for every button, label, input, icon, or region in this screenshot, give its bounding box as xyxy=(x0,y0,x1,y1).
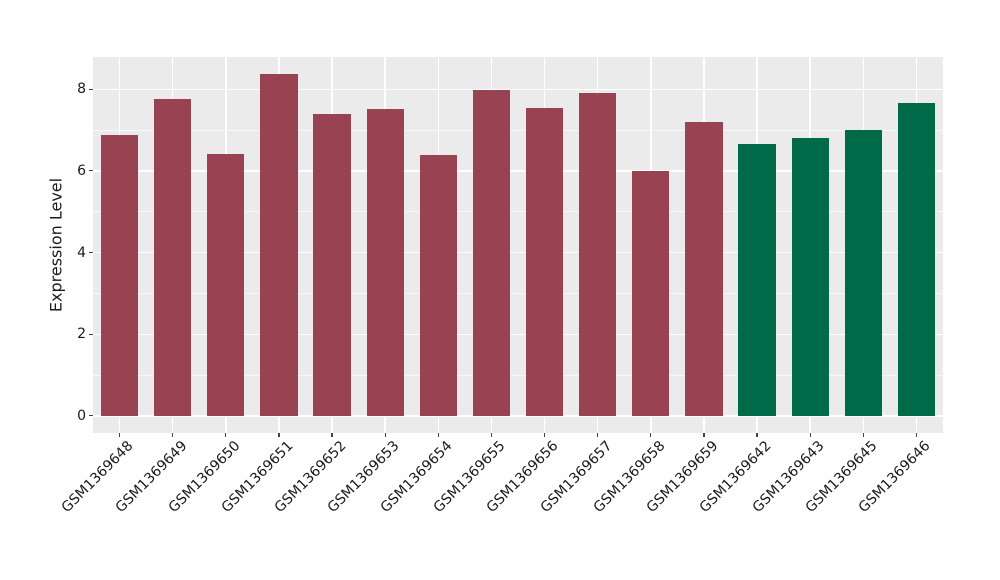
x-tick-mark xyxy=(490,433,493,437)
gridline-major xyxy=(93,251,943,254)
x-tick-mark xyxy=(809,433,811,437)
y-tick-mark xyxy=(89,170,93,172)
gridline-major xyxy=(93,170,943,172)
bar-GSM1369657 xyxy=(579,93,617,416)
x-tick-mark xyxy=(650,433,652,437)
y-tick-label: 8 xyxy=(77,81,86,98)
y-tick-label: 6 xyxy=(77,162,86,179)
plot-area xyxy=(93,57,943,433)
bar-GSM1369658 xyxy=(632,170,670,416)
y-tick-mark xyxy=(89,251,93,254)
x-tick-mark xyxy=(384,433,386,437)
bar-GSM1369651 xyxy=(260,73,298,416)
y-tick-label: 2 xyxy=(77,326,86,343)
bar-GSM1369646 xyxy=(897,102,936,416)
gridline-major xyxy=(93,333,943,335)
x-tick-mark xyxy=(437,433,439,437)
y-tick-mark xyxy=(89,333,93,335)
x-tick-mark xyxy=(703,433,705,437)
bar-GSM1369655 xyxy=(472,89,511,416)
x-tick-mark xyxy=(543,433,546,437)
y-tick-label: 4 xyxy=(77,244,86,261)
x-tick-mark xyxy=(172,433,174,437)
x-tick-mark xyxy=(225,433,227,437)
bar-GSM1369654 xyxy=(419,154,457,416)
bar-GSM1369648 xyxy=(100,134,139,416)
gridline-major xyxy=(93,415,943,417)
gridline-major xyxy=(93,88,943,90)
x-tick-mark xyxy=(756,433,758,437)
bar-GSM1369659 xyxy=(685,122,723,416)
bar-GSM1369650 xyxy=(207,153,245,416)
bar-GSM1369653 xyxy=(366,108,404,416)
bar-GSM1369645 xyxy=(844,130,882,416)
x-tick-mark xyxy=(915,433,918,437)
bar-GSM1369642 xyxy=(738,143,776,416)
y-tick-mark xyxy=(89,415,93,417)
x-tick-mark xyxy=(118,433,121,437)
x-tick-mark xyxy=(278,433,280,437)
x-tick-mark xyxy=(597,433,599,437)
bar-GSM1369649 xyxy=(154,98,192,416)
gridline-minor xyxy=(93,211,943,213)
gridline-minor xyxy=(93,374,943,376)
bar-GSM1369643 xyxy=(791,137,829,416)
bar-GSM1369656 xyxy=(525,108,564,416)
gridline-minor xyxy=(93,292,943,294)
x-tick-mark xyxy=(331,433,333,437)
gridline-minor xyxy=(93,129,943,131)
y-tick-mark xyxy=(89,88,93,90)
x-tick-mark xyxy=(862,433,864,437)
y-tick-label: 0 xyxy=(77,407,86,424)
bar-GSM1369652 xyxy=(313,113,351,416)
